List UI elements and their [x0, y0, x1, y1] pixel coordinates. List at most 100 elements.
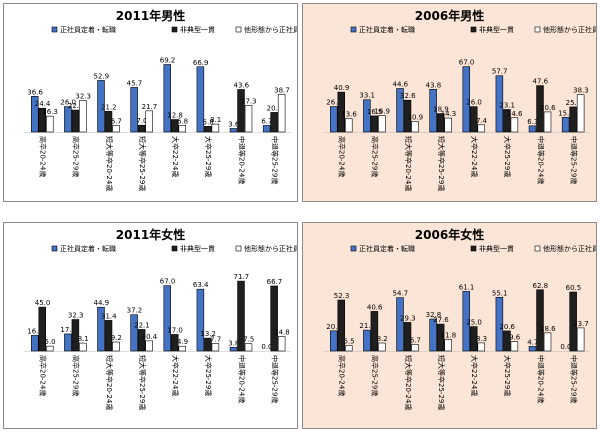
category-label-3: 短大等卒25-29歳: [138, 355, 147, 410]
data-label-s2-c2: 9.2: [111, 334, 122, 342]
bar-s1-c1: [370, 115, 379, 133]
legend-label-2: 他形態から正社員: [244, 25, 297, 34]
data-label-s1-c0: 40.9: [334, 84, 350, 92]
data-label-s1-c7: 20.1: [267, 104, 283, 112]
category-label-5: 大卒25-29歳: [204, 136, 213, 177]
data-label-s2-c2: 10.9: [408, 113, 424, 121]
data-label-s2-c4: 4.9: [177, 338, 188, 346]
data-label-s1-c2: 32.6: [400, 92, 416, 100]
category-label-6: 中退等20-24歳: [237, 136, 246, 184]
legend-label-0: 正社員定着・転職: [359, 244, 415, 253]
bar-s0-c0: [31, 96, 39, 133]
data-label-s1-c1: 16.5: [367, 108, 383, 116]
data-label-s0-c0: 26.1: [326, 99, 342, 107]
data-label-s1-c0: 45.0: [35, 299, 51, 307]
legend-label-0: 正社員定着・転職: [60, 25, 116, 34]
category-label-5: 大卒25-29歳: [204, 355, 213, 396]
data-label-s0-c6: 3.6: [228, 120, 240, 128]
legend-swatch-2: [534, 245, 541, 252]
data-label-s1-c5: 13.2: [200, 330, 216, 338]
legend-label-0: 正社員定着・転職: [60, 244, 116, 253]
data-label-s1-c0: 52.3: [334, 292, 350, 300]
bar-s1-c0: [337, 91, 346, 133]
category-label-0: 高卒20-24歳: [338, 355, 347, 396]
data-label-s2-c3: 14.3: [441, 110, 457, 118]
data-label-s2-c5: 9.6: [509, 334, 521, 342]
data-label-s0-c5: 63.4: [193, 281, 209, 289]
bar-s2-c6: [543, 332, 552, 352]
data-label-s1-c1: 40.6: [367, 303, 383, 311]
bar-s1-c4: [470, 106, 478, 133]
data-label-s0-c3: 37.2: [127, 307, 143, 315]
data-label-s1-c4: 12.8: [167, 112, 183, 120]
bar-s2-c5: [211, 343, 220, 352]
data-label-s0-c5: 55.1: [492, 289, 508, 297]
data-label-s0-c0: 16.0: [27, 327, 43, 335]
data-label-s2-c0: 5.0: [44, 338, 55, 346]
data-label-s1-c2: 29.3: [400, 314, 416, 322]
bar-s1-c4: [470, 326, 478, 352]
legend-swatch-1: [470, 26, 477, 33]
category-label-6: 中退等20-24歳: [536, 136, 545, 184]
chart-panel-2011-male: 2011年男性 正社員定着・転職 非典型一貫 他形態から正社員 36.6 24.4 16.3…: [3, 3, 298, 202]
data-label-s2-c4: 8.3: [476, 335, 487, 343]
data-label-s0-c3: 45.7: [127, 79, 143, 87]
bar-s1-c3: [137, 329, 146, 352]
data-label-s2-c2: 6.7: [410, 336, 421, 344]
bar-s1-c2: [104, 320, 113, 352]
bar-s0-c3: [130, 314, 138, 352]
bar-s0-c5: [495, 75, 504, 133]
data-label-s1-c6: 43.6: [234, 81, 250, 89]
legend-swatch-2: [235, 245, 242, 252]
data-label-s2-c0: 5.5: [343, 338, 354, 346]
data-label-s2-c5: 8.1: [210, 116, 221, 124]
data-label-s2-c6: 20.6: [540, 104, 556, 112]
chart-panel-2006-female: 2006年女性 正社員定着・転職 非典型一貫 他形態から正社員 20.7 52.3 5.5 高…: [302, 222, 597, 429]
data-label-s1-c4: 26.0: [466, 99, 482, 107]
bar-s2-c5: [211, 123, 220, 133]
bar-s1-c6: [536, 85, 544, 133]
bar-s2-c2: [411, 344, 419, 352]
bar-s1-c1: [71, 319, 80, 352]
data-label-s0-c1: 17.5: [60, 326, 76, 334]
data-label-s0-c0: 20.7: [326, 323, 342, 331]
category-label-1: 高卒25-29歳: [72, 355, 81, 396]
data-label-s1-c3: 7.0: [136, 117, 147, 125]
bar-s0-c6: [229, 128, 238, 133]
legend-label-2: 他形態から正社員: [543, 244, 596, 253]
bar-s1-c2: [104, 111, 113, 133]
category-label-0: 高卒20-24歳: [39, 355, 48, 396]
legend-swatch-2: [534, 26, 541, 33]
category-label-5: 大卒25-29歳: [503, 355, 512, 396]
bar-s2-c3: [444, 117, 452, 133]
bar-s2-c1: [378, 342, 386, 352]
legend-swatch-0: [51, 26, 58, 33]
chart-panel-2006-male: 2006年男性 正社員定着・転職 非典型一貫 他形態から正社員 26.1 40.9 13.6…: [302, 3, 597, 202]
bar-s2-c1: [378, 115, 386, 133]
legend-swatch-1: [470, 245, 477, 252]
bar-s1-c5: [503, 330, 511, 352]
bar-s0-c2: [396, 297, 404, 352]
bar-s0-c7: [561, 117, 570, 133]
data-label-s2-c1: 8.1: [78, 335, 89, 343]
bar-s0-c3: [429, 318, 437, 352]
category-label-4: 大卒22-24歳: [470, 136, 479, 177]
bar-s0-c1: [363, 329, 371, 352]
bar-s1-c5: [503, 109, 511, 133]
bar-s2-c3: [444, 339, 452, 352]
bar-s2-c7: [576, 327, 585, 352]
bar-s1-c1: [71, 109, 80, 133]
data-label-s2-c0: 16.3: [42, 108, 58, 116]
category-label-1: 高卒25-29歳: [371, 136, 380, 177]
data-label-s0-c2: 54.7: [393, 290, 409, 298]
data-label-s0-c2: 44.9: [94, 299, 110, 307]
bar-s1-c3: [436, 323, 445, 352]
data-label-s1-c4: 17.0: [167, 326, 183, 334]
data-label-s1-c1: 22.5: [68, 102, 84, 110]
data-label-s1-c1: 32.3: [68, 312, 84, 320]
category-label-7: 中退等25-29歳: [270, 355, 279, 403]
data-label-s2-c4: 7.4: [476, 117, 488, 125]
data-label-s0-c5: 57.7: [492, 68, 508, 76]
bar-s1-c6: [237, 89, 245, 133]
legend-label-2: 他形態から正社員: [543, 25, 596, 34]
